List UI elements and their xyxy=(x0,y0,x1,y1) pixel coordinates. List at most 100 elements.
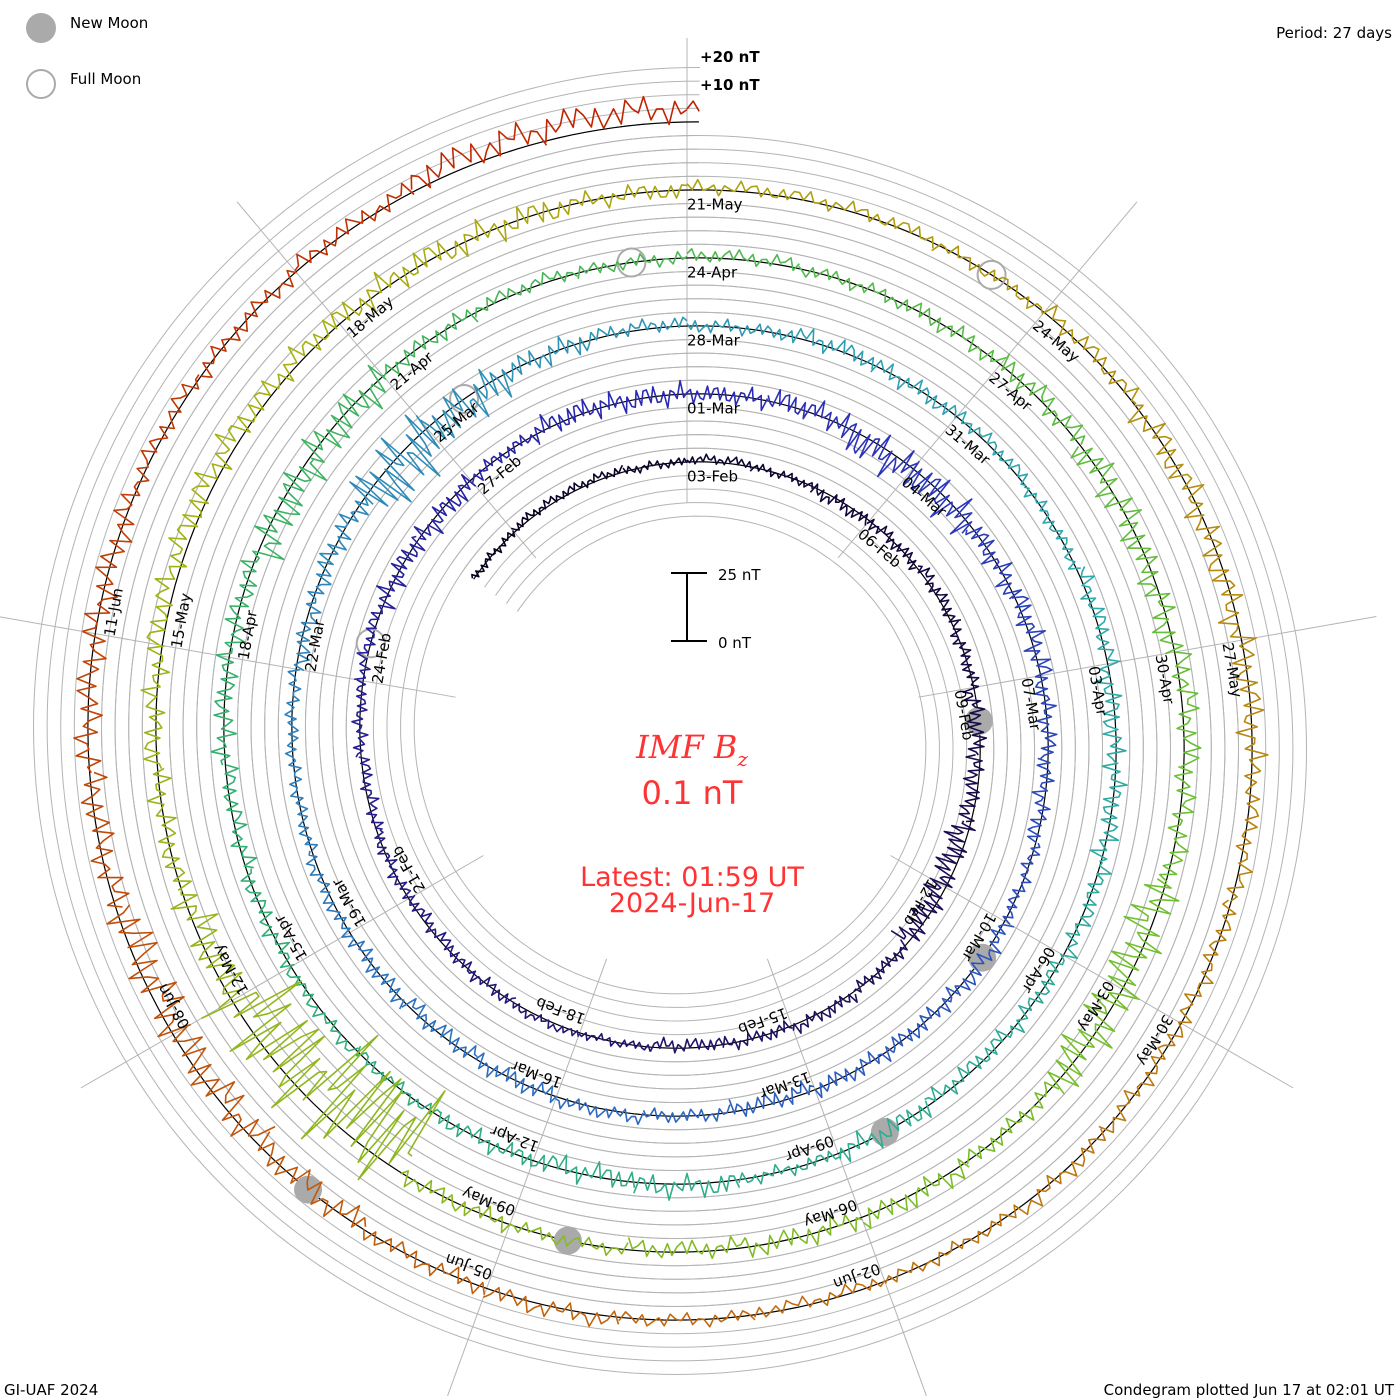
bz-day-trace xyxy=(512,1001,580,1037)
bz-day-trace xyxy=(728,1080,815,1117)
bz-day-trace xyxy=(749,463,813,489)
bz-day-trace xyxy=(294,182,415,272)
bz-day-trace xyxy=(146,524,197,646)
bz-day-trace xyxy=(853,939,908,993)
bz-day-trace xyxy=(471,434,540,483)
bz-day-trace xyxy=(201,980,328,1109)
bz-day-trace xyxy=(475,1052,558,1104)
new-moon-legend-icon xyxy=(26,13,56,43)
bz-day-trace xyxy=(1002,842,1041,926)
gridline-15nT xyxy=(46,80,1294,1362)
radial-spoke xyxy=(890,855,1294,1089)
scale-bar-bottom-label: 0 nT xyxy=(718,634,752,652)
radial-spoke xyxy=(0,616,456,698)
bz-day-trace xyxy=(534,398,610,446)
bz-day-trace xyxy=(1011,595,1053,678)
bz-day-trace xyxy=(1107,878,1180,999)
bz-day-trace xyxy=(839,1100,932,1163)
bz-day-trace xyxy=(767,389,851,432)
bz-day-trace xyxy=(642,1104,731,1124)
bz-day-trace xyxy=(1001,353,1086,445)
date-label: 30-Apr xyxy=(1151,653,1178,706)
bz-day-trace xyxy=(1080,566,1121,663)
bz-day-trace xyxy=(300,1034,446,1181)
bz-day-trace xyxy=(374,829,413,900)
bz-day-trace xyxy=(410,122,548,190)
bz-day-trace xyxy=(247,313,338,418)
bz-day-trace xyxy=(288,760,319,851)
bz-day-trace xyxy=(562,464,624,496)
bz-day-trace xyxy=(201,269,297,378)
bz-series xyxy=(73,95,1269,1328)
bz-day-trace xyxy=(906,299,1007,363)
bz-day-trace xyxy=(349,414,441,507)
bz-day-trace xyxy=(1195,515,1255,639)
gridline--5nT xyxy=(100,135,1240,1308)
bz-day-trace xyxy=(929,820,976,889)
bz-day-trace xyxy=(1171,651,1202,768)
bz-day-trace xyxy=(1232,636,1269,773)
gridline-5nT xyxy=(73,107,1267,1335)
bz-day-trace xyxy=(122,374,200,497)
bz-day-trace xyxy=(419,368,513,440)
bz-day-trace xyxy=(182,416,256,528)
new-moon-legend-label: New Moon xyxy=(70,14,148,32)
bz-day-trace xyxy=(140,645,171,769)
bz-day-trace xyxy=(216,550,260,656)
bz-day-trace xyxy=(509,1221,629,1256)
bz-day-trace xyxy=(80,771,130,908)
date-label: 12-Apr xyxy=(487,1121,541,1155)
bz-day-trace xyxy=(578,1032,652,1053)
parameter-title-sub: z xyxy=(736,747,748,771)
bz-day-trace xyxy=(401,997,478,1058)
bz-day-trace xyxy=(780,327,875,370)
bz-day-trace xyxy=(471,530,516,579)
bz-day-trace xyxy=(1178,899,1237,1024)
bz-day-trace xyxy=(686,385,769,412)
bz-day-trace xyxy=(866,518,917,571)
bz-day-trace xyxy=(376,535,426,610)
bz-day-trace xyxy=(840,413,918,478)
radial-spoke xyxy=(837,201,1138,559)
footer-plotted: Condegram plotted Jun 17 at 02:01 UT xyxy=(1104,1381,1395,1399)
bz-day-trace xyxy=(222,764,258,869)
date-label: 09-May xyxy=(459,1183,517,1219)
bz-day-trace xyxy=(358,756,384,830)
bz-day-trace xyxy=(950,620,980,688)
bz-day-trace xyxy=(1127,404,1205,519)
bz-day-trace xyxy=(1070,446,1146,549)
bz-day-trace xyxy=(686,453,752,469)
bz-day-trace xyxy=(1158,765,1197,883)
bz-day-trace xyxy=(383,309,479,378)
bz-day-trace xyxy=(884,1213,1002,1284)
date-label: 05-Jun xyxy=(443,1250,495,1284)
bz-day-trace xyxy=(622,457,688,475)
new-moon-marker xyxy=(553,1226,582,1255)
bz-day-trace xyxy=(1047,991,1140,1095)
bz-day-trace xyxy=(82,493,135,633)
bz-day-trace xyxy=(590,316,688,341)
bz-day-trace xyxy=(1094,661,1127,764)
scale-bar xyxy=(671,572,707,642)
bz-day-trace xyxy=(1089,762,1128,863)
date-label: 08-Jun xyxy=(153,981,193,1032)
bz-day-trace xyxy=(744,1213,863,1258)
scale-bar-top-label: 25 nT xyxy=(718,566,761,584)
date-label: 07-Mar xyxy=(1017,677,1044,733)
bz-day-trace xyxy=(958,754,985,823)
bz-day-trace xyxy=(1023,486,1081,570)
current-value: 0.1 nT xyxy=(642,774,743,812)
radial-spokes xyxy=(0,38,1377,1396)
bz-day-trace xyxy=(559,184,688,216)
bz-day-trace xyxy=(254,459,328,561)
bz-day-trace xyxy=(956,411,1029,487)
bz-day-trace xyxy=(1127,547,1184,655)
bz-day-trace xyxy=(409,894,461,958)
bz-day-trace xyxy=(890,878,944,942)
date-label: 06-Apr xyxy=(1018,944,1059,997)
bz-day-trace xyxy=(475,270,579,318)
bz-day-trace xyxy=(1000,1128,1106,1219)
gridline-0nT xyxy=(87,121,1253,1321)
latest-time: Latest: 01:59 UT xyxy=(580,862,804,893)
full-moon-marker xyxy=(355,628,386,659)
